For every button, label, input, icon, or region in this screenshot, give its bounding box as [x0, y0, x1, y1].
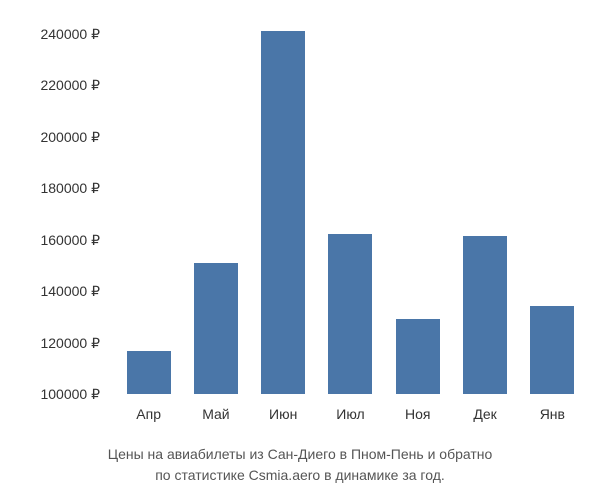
x-tick-label: Май [194, 406, 238, 422]
y-tick-label: 220000 ₽ [40, 78, 100, 92]
y-tick-label: 100000 ₽ [40, 387, 100, 401]
y-tick-label: 120000 ₽ [40, 336, 100, 350]
price-chart: 240000 ₽ 220000 ₽ 200000 ₽ 180000 ₽ 160000 ₽… [10, 20, 590, 434]
bar [463, 236, 507, 394]
bar [127, 351, 171, 394]
bar [530, 306, 574, 394]
bar [396, 319, 440, 394]
chart-caption: Цены на авиабилеты из Сан-Диего в Пном-П… [10, 434, 590, 490]
x-axis: Апр Май Июн Июл Ноя Дек Янв [111, 406, 590, 422]
bar [194, 263, 238, 394]
plot-area: АпрМайИюнИюлНояДекЯнв [110, 20, 590, 394]
y-tick-label: 140000 ₽ [40, 284, 100, 298]
x-tick-label: Ноя [396, 406, 440, 422]
y-tick-label: 180000 ₽ [40, 181, 100, 195]
bar [261, 31, 305, 394]
bars-container [111, 20, 590, 394]
y-axis: 240000 ₽ 220000 ₽ 200000 ₽ 180000 ₽ 160000 ₽… [10, 20, 110, 394]
caption-line-2: по статистике Csmia.aero в динамике за г… [30, 465, 570, 486]
caption-line-1: Цены на авиабилеты из Сан-Диего в Пном-П… [30, 444, 570, 465]
x-tick-label: Июл [328, 406, 372, 422]
y-tick-label: 160000 ₽ [40, 233, 100, 247]
x-tick-label: Янв [530, 406, 574, 422]
x-tick-label: Дек [463, 406, 507, 422]
x-tick-label: Апр [127, 406, 171, 422]
y-tick-label: 200000 ₽ [40, 130, 100, 144]
x-tick-label: Июн [261, 406, 305, 422]
bar [328, 234, 372, 394]
y-tick-label: 240000 ₽ [40, 27, 100, 41]
